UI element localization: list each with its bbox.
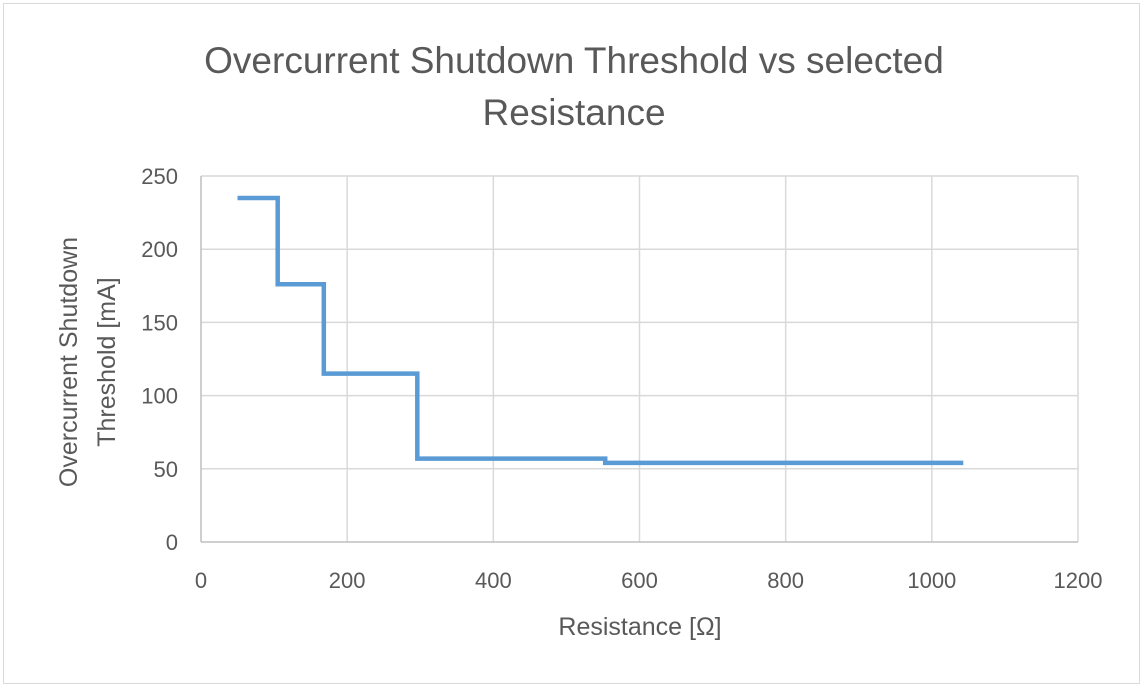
y-tick-label: 150 xyxy=(141,310,178,335)
x-tick-label: 0 xyxy=(195,568,207,593)
x-axis-title: Resistance [Ω] xyxy=(558,613,721,641)
y-axis-title-line-2: Threshold [mA] xyxy=(93,277,121,447)
chart-frame: Overcurrent Shutdown Threshold vs select… xyxy=(3,3,1140,684)
series-line xyxy=(237,195,964,466)
series-layer xyxy=(237,195,964,466)
y-tick-label: 50 xyxy=(154,457,178,482)
y-tick-label: 250 xyxy=(141,164,178,189)
x-tick-label: 400 xyxy=(475,568,512,593)
x-tick-label: 1000 xyxy=(907,568,956,593)
y-tick-label: 100 xyxy=(141,384,178,409)
chart-title-line-2: Resistance xyxy=(482,92,665,133)
x-tick-label: 200 xyxy=(329,568,366,593)
x-tick-label: 800 xyxy=(767,568,804,593)
x-tick-label: 1200 xyxy=(1054,568,1103,593)
y-axis-title-line-1: Overcurrent Shutdown xyxy=(55,237,83,487)
axis-layer xyxy=(200,176,1078,543)
x-tick-label: 600 xyxy=(621,568,658,593)
chart-title-line-1: Overcurrent Shutdown Threshold vs select… xyxy=(204,40,944,81)
chart-svg: Overcurrent Shutdown Threshold vs select… xyxy=(55,40,1102,641)
y-tick-label: 200 xyxy=(141,237,178,262)
y-tick-label: 0 xyxy=(166,530,178,555)
label-layer: Overcurrent Shutdown Threshold vs select… xyxy=(55,40,1102,641)
grid-layer xyxy=(201,175,1079,542)
